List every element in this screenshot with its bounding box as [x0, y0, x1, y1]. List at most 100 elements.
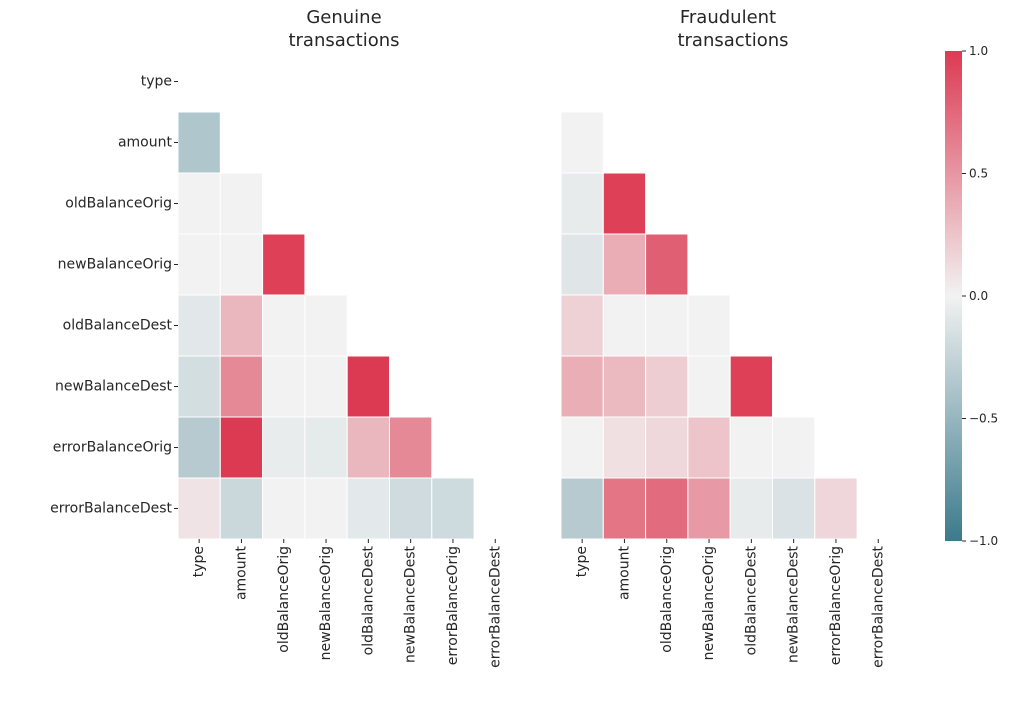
- x-tick-label: amount: [616, 546, 632, 601]
- heatmap-cell: [262, 355, 306, 418]
- y-tick-label: newBalanceDest: [55, 379, 172, 395]
- x-tick-label: type: [574, 546, 590, 577]
- y-tick-label: newBalanceOrig: [58, 257, 172, 273]
- heatmap-cell: [602, 477, 647, 540]
- heatmap-cell: [177, 294, 221, 357]
- x-tick-label: newBalanceDest: [403, 545, 419, 662]
- y-tick-label: type: [141, 74, 172, 90]
- heatmap-cell: [346, 477, 391, 540]
- heatmap-cell: [219, 416, 264, 479]
- heatmap-cell: [602, 416, 647, 479]
- x-tick-label: errorBalanceDest: [487, 545, 503, 667]
- colorbar: 1.0 0.5 0.0 −0.5 −1.0: [945, 44, 998, 548]
- x-tick-label: oldBalanceOrig: [276, 546, 292, 653]
- heatmap-cell: [262, 233, 306, 296]
- heatmap-cell: [219, 355, 264, 418]
- panel-title-line-2: transactions: [288, 30, 399, 51]
- heatmap-cell: [602, 355, 647, 418]
- heatmap-cell: [560, 477, 604, 540]
- heatmap-cell: [262, 294, 306, 357]
- heatmap-cell: [262, 416, 306, 479]
- heatmap-cell: [560, 416, 604, 479]
- heatmap-cell: [177, 172, 221, 235]
- x-tick-label: errorBalanceOrig: [445, 546, 461, 665]
- panel-title-line-1: Genuine: [306, 7, 381, 28]
- heatmap-cell: [304, 294, 348, 357]
- panel-genuine: Genuine transactions type amount oldBala…: [50, 7, 503, 668]
- heatmap-cell: [645, 416, 689, 479]
- heatmap-cell: [389, 477, 433, 540]
- y-tick-label: oldBalanceOrig: [65, 196, 172, 212]
- heatmap-cell: [219, 294, 264, 357]
- heatmap-cell: [729, 355, 774, 418]
- heatmap-cell: [560, 172, 604, 235]
- x-tick-label: newBalanceOrig: [701, 546, 717, 660]
- colorbar-tick-label: 0.5: [969, 167, 988, 181]
- heatmap-cells: [177, 111, 475, 540]
- heatmap-cell: [560, 233, 604, 296]
- heatmap-cells: [560, 111, 858, 540]
- x-tick-label: oldBalanceOrig: [659, 546, 675, 653]
- heatmap-cell: [814, 477, 858, 540]
- colorbar-tick-label: 1.0: [969, 44, 988, 58]
- x-tick-label: newBalanceDest: [786, 545, 802, 662]
- y-tick-label: errorBalanceOrig: [53, 440, 172, 456]
- heatmap-cell: [560, 355, 604, 418]
- y-tick-label: amount: [118, 135, 173, 151]
- heatmap-cell: [687, 294, 731, 357]
- y-tick-label: oldBalanceDest: [63, 318, 173, 334]
- x-tick-label: type: [191, 546, 207, 577]
- heatmap-cell: [177, 477, 221, 540]
- heatmap-cell: [219, 172, 264, 235]
- y-tick-labels: type amount oldBalanceOrig newBalanceOri…: [50, 74, 172, 517]
- heatmap-cell: [304, 355, 348, 418]
- heatmap-cell: [602, 172, 647, 235]
- heatmap-cell: [645, 477, 689, 540]
- x-tick-label: oldBalanceDest: [360, 545, 376, 655]
- heatmap-cell: [177, 416, 221, 479]
- heatmap-cell: [729, 477, 774, 540]
- heatmap-cell: [177, 111, 221, 174]
- y-tick-label: errorBalanceDest: [50, 501, 172, 517]
- x-tick-labels: type amount oldBalanceOrig newBalanceOri…: [191, 545, 503, 667]
- x-tick-label: amount: [233, 546, 249, 601]
- tick-marks: [174, 81, 496, 543]
- colorbar-gradient: [945, 51, 962, 541]
- colorbar-ticks: 1.0 0.5 0.0 −0.5 −1.0: [969, 44, 998, 548]
- tick-marks: [581, 539, 879, 543]
- panel-fraudulent: Fraudulent transactions type amount oldB…: [560, 7, 886, 668]
- panel-title-line-1: Fraudulent: [680, 7, 776, 28]
- heatmap-cell: [687, 416, 731, 479]
- heatmap-cell: [645, 294, 689, 357]
- colorbar-tick-marks: [962, 50, 966, 542]
- x-tick-label: newBalanceOrig: [318, 546, 334, 660]
- heatmap-cell: [560, 294, 604, 357]
- x-tick-label: errorBalanceDest: [870, 545, 886, 667]
- panel-title-line-2: transactions: [677, 30, 788, 51]
- colorbar-tick-label: 0.0: [969, 289, 988, 303]
- heatmap-cell: [389, 416, 433, 479]
- heatmap-cell: [772, 477, 816, 540]
- x-tick-labels: type amount oldBalanceOrig newBalanceOri…: [574, 545, 886, 667]
- x-tick-label: oldBalanceDest: [743, 545, 759, 655]
- heatmap-cell: [219, 233, 264, 296]
- heatmap-cell: [729, 416, 774, 479]
- heatmap-cell: [602, 233, 647, 296]
- heatmap-cell: [645, 355, 689, 418]
- x-tick-label: errorBalanceOrig: [828, 546, 844, 665]
- heatmap-cell: [177, 233, 221, 296]
- heatmap-cell: [431, 477, 475, 540]
- heatmap-cell: [219, 477, 264, 540]
- heatmap-cell: [645, 233, 689, 296]
- heatmap-cell: [687, 355, 731, 418]
- heatmap-cell: [687, 477, 731, 540]
- heatmap-cell: [304, 477, 348, 540]
- heatmap-cell: [177, 355, 221, 418]
- heatmap-cell: [262, 477, 306, 540]
- heatmap-cell: [602, 294, 647, 357]
- heatmap-cell: [560, 111, 604, 174]
- heatmap-cell: [772, 416, 816, 479]
- colorbar-tick-label: −0.5: [969, 412, 998, 426]
